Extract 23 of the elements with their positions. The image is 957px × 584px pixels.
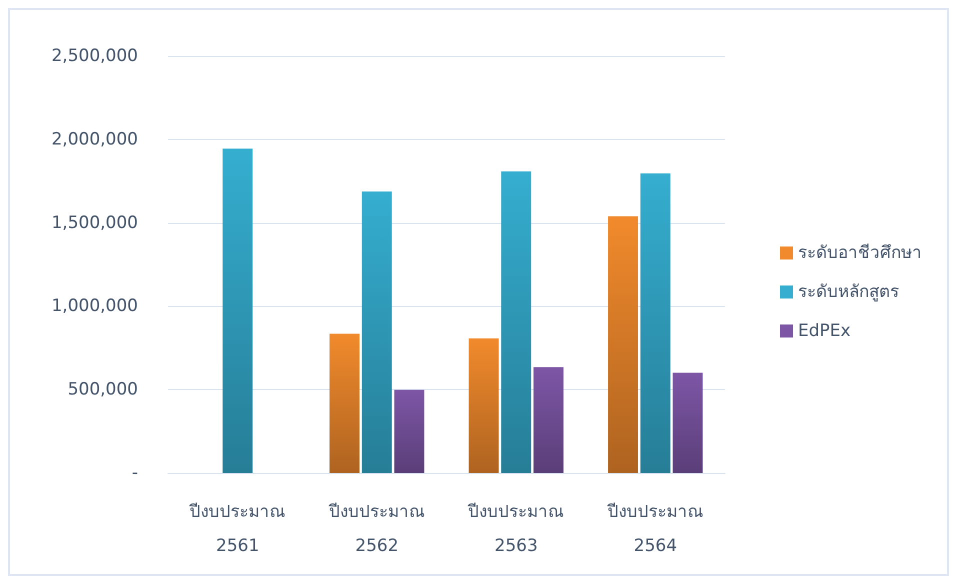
bar: [330, 334, 360, 473]
x-tick-label: ปีงบประมาณ 2564: [606, 502, 704, 556]
bar: [672, 372, 703, 473]
x-tick-label: ปีงบประมาณ 2562: [328, 502, 425, 556]
y-tick-label: 2,000,000: [51, 129, 138, 150]
y-tick-label: 2,500,000: [51, 46, 138, 66]
bar: [362, 191, 392, 473]
bar: [394, 390, 424, 473]
bar: [501, 171, 532, 473]
y-tick-label: 1,000,000: [51, 296, 138, 316]
y-tick-label: 1,500,000: [51, 212, 138, 233]
x-tick-label: ปีงบประมาณ 2563: [467, 502, 564, 556]
bar: [640, 173, 670, 473]
y-tick-label: 500,000: [68, 380, 138, 400]
bar: [608, 216, 638, 473]
legend-label: ระดับอาชีวศึกษา: [798, 243, 922, 263]
legend-label: ระดับหลักสูตร: [798, 282, 899, 302]
legend-label: EdPEx: [798, 321, 851, 341]
x-tick-label: ปีงบประมาณ 2561: [188, 502, 286, 556]
bar: [222, 148, 253, 473]
bar: [534, 367, 564, 473]
y-tick-label: -: [132, 463, 138, 483]
bar: [468, 338, 499, 473]
